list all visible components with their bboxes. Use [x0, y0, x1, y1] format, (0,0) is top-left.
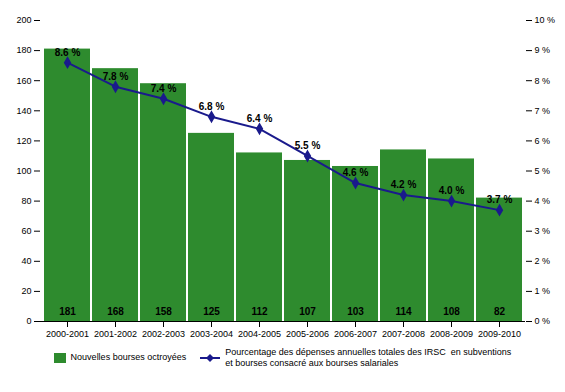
svg-text:2001-2002: 2001-2002 — [94, 329, 137, 339]
svg-text:2006-2007: 2006-2007 — [334, 329, 377, 339]
svg-text:4.6 %: 4.6 % — [343, 167, 369, 178]
svg-text:103: 103 — [347, 306, 364, 317]
svg-text:108: 108 — [443, 306, 460, 317]
svg-text:8 %: 8 % — [535, 76, 551, 86]
svg-text:4.2 %: 4.2 % — [391, 179, 417, 190]
svg-text:9 %: 9 % — [535, 45, 551, 55]
svg-text:107: 107 — [299, 306, 316, 317]
svg-text:100: 100 — [16, 166, 31, 176]
svg-text:158: 158 — [155, 306, 172, 317]
svg-text:1 %: 1 % — [535, 286, 551, 296]
svg-text:6.8 %: 6.8 % — [199, 101, 225, 112]
svg-text:120: 120 — [16, 136, 31, 146]
svg-text:2 %: 2 % — [535, 256, 551, 266]
svg-text:181: 181 — [59, 306, 76, 317]
svg-text:6 %: 6 % — [535, 136, 551, 146]
svg-text:82: 82 — [494, 306, 506, 317]
svg-text:80: 80 — [21, 196, 31, 206]
svg-text:180: 180 — [16, 45, 31, 55]
svg-text:4 %: 4 % — [535, 196, 551, 206]
svg-text:0: 0 — [26, 316, 31, 326]
svg-text:10 %: 10 % — [535, 15, 556, 25]
html-text:Pourcentage des dépenses annue: Pourcentage des dépenses annuelles total… — [225, 347, 512, 368]
svg-text:114: 114 — [395, 306, 412, 317]
svg-text:2003-2004: 2003-2004 — [190, 329, 233, 339]
svg-text:7.4 %: 7.4 % — [151, 83, 177, 94]
svg-text:2005-2006: 2005-2006 — [286, 329, 329, 339]
svg-text:0 %: 0 % — [535, 316, 551, 326]
svg-text:3.7 %: 3.7 % — [487, 194, 513, 205]
svg-text:4.0 %: 4.0 % — [439, 185, 465, 196]
svg-text:2009-2010: 2009-2010 — [478, 329, 521, 339]
svg-text:168: 168 — [107, 306, 124, 317]
svg-text:40: 40 — [21, 256, 31, 266]
svg-text:140: 140 — [16, 106, 31, 116]
svg-text:5 %: 5 % — [535, 166, 551, 176]
svg-text:3 %: 3 % — [535, 226, 551, 236]
svg-text:2004-2005: 2004-2005 — [238, 329, 281, 339]
svg-text:2002-2003: 2002-2003 — [142, 329, 185, 339]
svg-text:125: 125 — [203, 306, 220, 317]
svg-text:7 %: 7 % — [535, 106, 551, 116]
svg-text:5.5 %: 5.5 % — [295, 140, 321, 151]
svg-text:112: 112 — [251, 306, 268, 317]
svg-text:6.4 %: 6.4 % — [247, 113, 273, 124]
html-text:Nouvelles bourses octroyées: Nouvelles bourses octroyées — [70, 352, 187, 363]
svg-text:2007-2008: 2007-2008 — [382, 329, 425, 339]
svg-text:8.6 %: 8.6 % — [55, 47, 81, 58]
svg-text:20: 20 — [21, 286, 31, 296]
svg-text:160: 160 — [16, 76, 31, 86]
svg-text:60: 60 — [21, 226, 31, 236]
svg-text:7.8 %: 7.8 % — [103, 71, 129, 82]
svg-text:200: 200 — [16, 15, 31, 25]
svg-text:2000-2001: 2000-2001 — [46, 329, 89, 339]
svg-text:2008-2009: 2008-2009 — [430, 329, 473, 339]
